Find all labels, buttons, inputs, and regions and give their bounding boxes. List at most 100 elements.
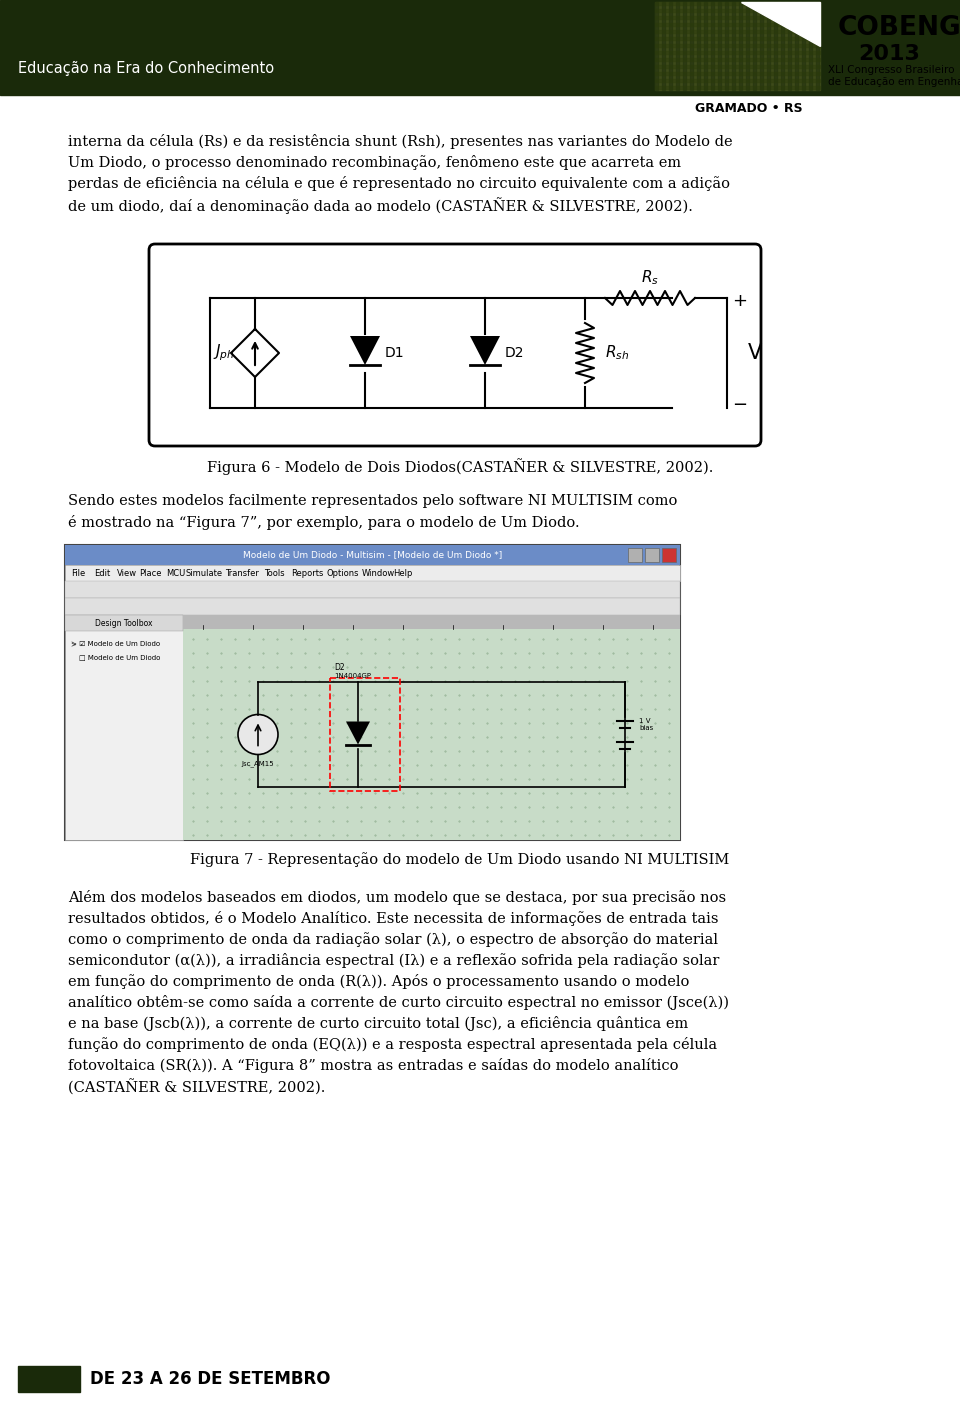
Bar (781, 1, 784, 90)
Bar (774, 1, 777, 90)
Text: é mostrado na “Figura 7”, por exemplo, para o modelo de Um Diodo.: é mostrado na “Figura 7”, por exemplo, p… (68, 516, 580, 530)
Text: ⋟ ☑ Modelo de Um Diodo: ⋟ ☑ Modelo de Um Diodo (71, 640, 160, 646)
Bar (655, 36, 820, 41)
Bar (746, 1, 749, 90)
Bar (655, 1, 658, 90)
Text: resultados obtidos, é o Modelo Analítico. Este necessita de informações de entra: resultados obtidos, é o Modelo Analítico… (68, 911, 718, 926)
Text: Tools: Tools (264, 569, 285, 577)
Polygon shape (346, 722, 370, 744)
Bar (65, 598, 680, 615)
Bar (655, 50, 820, 55)
Text: XLI Congresso Brasileiro: XLI Congresso Brasileiro (828, 64, 954, 76)
Bar (65, 615, 183, 841)
Bar (65, 581, 680, 598)
Text: −: − (732, 396, 747, 415)
Text: Figura 6 - Modelo de Dois Diodos(CASTAÑER & SILVESTRE, 2002).: Figura 6 - Modelo de Dois Diodos(CASTAÑE… (206, 458, 713, 475)
Bar (816, 1, 819, 90)
Polygon shape (470, 336, 500, 366)
Text: perdas de eficiência na célula e que é representado no circuito equivalente com : perdas de eficiência na célula e que é r… (68, 177, 730, 191)
Bar (676, 1, 679, 90)
Bar (655, 29, 820, 34)
Text: MCU: MCU (166, 569, 185, 577)
Bar (718, 1, 721, 90)
Bar (65, 545, 680, 841)
Bar (760, 1, 763, 90)
Text: Options: Options (326, 569, 359, 577)
Bar (330, 678, 400, 792)
Text: 2013: 2013 (858, 43, 920, 64)
Bar (662, 1, 665, 90)
Text: 1 V
bias: 1 V bias (639, 717, 653, 731)
Bar (0, 1358, 960, 1401)
Text: Modelo de Um Diodo - Multisim - [Modelo de Um Diodo *]: Modelo de Um Diodo - Multisim - [Modelo … (243, 551, 502, 559)
Bar (802, 1, 805, 90)
Bar (697, 1, 700, 90)
Bar (809, 1, 812, 90)
Text: D2: D2 (505, 346, 524, 360)
Text: de Educação em Engenharia: de Educação em Engenharia (828, 77, 960, 87)
Text: Edit: Edit (94, 569, 110, 577)
Text: $J_{ph}$: $J_{ph}$ (213, 343, 235, 363)
Text: DE 23 A 26 DE SETEMBRO: DE 23 A 26 DE SETEMBRO (90, 1370, 330, 1388)
Bar (788, 1, 791, 90)
Text: View: View (116, 569, 136, 577)
Bar (65, 615, 183, 630)
Bar (739, 1, 742, 90)
Bar (711, 1, 714, 90)
Text: Window: Window (362, 569, 396, 577)
Bar (683, 1, 686, 90)
Text: Jsc_AM15: Jsc_AM15 (242, 761, 275, 766)
Bar (655, 64, 820, 69)
Bar (655, 57, 820, 62)
Bar (183, 615, 680, 629)
Text: Place: Place (139, 569, 162, 577)
Bar (795, 1, 798, 90)
Polygon shape (350, 336, 380, 366)
Circle shape (238, 715, 278, 755)
Bar (18, 1366, 80, 1393)
Bar (655, 85, 820, 90)
Bar (725, 1, 728, 90)
Text: Design Toolbox: Design Toolbox (95, 618, 153, 628)
Text: analítico obtêm-se como saída a corrente de curto circuito espectral no emissor : analítico obtêm-se como saída a corrente… (68, 995, 729, 1010)
Text: Help: Help (394, 569, 413, 577)
Bar (767, 1, 770, 90)
Text: 1N4004GP: 1N4004GP (334, 672, 371, 678)
Bar (655, 22, 820, 27)
Bar (65, 545, 680, 565)
FancyBboxPatch shape (149, 244, 761, 446)
Bar (645, 548, 659, 562)
Text: fotovoltaica (SR(λ)). A “Figura 8” mostra as entradas e saídas do modelo analíti: fotovoltaica (SR(λ)). A “Figura 8” mostr… (68, 1058, 679, 1073)
Text: File: File (71, 569, 85, 577)
Text: D2: D2 (334, 663, 345, 672)
Text: como o comprimento de onda da radiação solar (λ), o espectro de absorção do mate: como o comprimento de onda da radiação s… (68, 932, 718, 947)
Bar (732, 1, 735, 90)
Bar (0, 0, 960, 95)
Text: Transfer: Transfer (225, 569, 258, 577)
Text: +: + (732, 291, 747, 310)
Text: (CASTAÑER & SILVESTRE, 2002).: (CASTAÑER & SILVESTRE, 2002). (68, 1079, 325, 1096)
Text: □ Modelo de Um Diodo: □ Modelo de Um Diodo (79, 654, 160, 660)
Text: COBENGE: COBENGE (838, 15, 960, 41)
Bar (690, 1, 693, 90)
Bar (628, 548, 642, 562)
Text: e na base (Jscb(λ)), a corrente de curto circuito total (Jsc), a eficiência quân: e na base (Jscb(λ)), a corrente de curto… (68, 1016, 688, 1031)
Bar (655, 1, 820, 90)
Text: Além dos modelos baseados em diodos, um modelo que se destaca, por sua precisão : Além dos modelos baseados em diodos, um … (68, 890, 726, 905)
Text: semicondutor (α(λ)), a irradiância espectral (Iλ) e a reflexão sofrida pela radi: semicondutor (α(λ)), a irradiância espec… (68, 953, 719, 968)
Text: função do comprimento de onda (EQ(λ)) e a resposta espectral apresentada pela cé: função do comprimento de onda (EQ(λ)) e … (68, 1037, 717, 1052)
Text: Um Diodo, o processo denominado recombinação, fenômeno este que acarreta em: Um Diodo, o processo denominado recombin… (68, 156, 682, 170)
Bar (704, 1, 707, 90)
Text: $R_s$: $R_s$ (641, 269, 659, 287)
Bar (183, 615, 680, 841)
Bar (655, 43, 820, 48)
Bar (655, 71, 820, 76)
Bar (655, 78, 820, 83)
Bar (655, 8, 820, 13)
Text: V: V (748, 343, 762, 363)
Text: GRAMADO • RS: GRAMADO • RS (695, 102, 803, 115)
Text: D1: D1 (385, 346, 404, 360)
Bar (662, 548, 676, 562)
Text: Sendo estes modelos facilmente representados pelo software NI MULTISIM como: Sendo estes modelos facilmente represent… (68, 495, 678, 509)
Text: interna da célula (Rs) e da resistência shunt (Rsh), presentes nas variantes do : interna da célula (Rs) e da resistência … (68, 134, 732, 149)
